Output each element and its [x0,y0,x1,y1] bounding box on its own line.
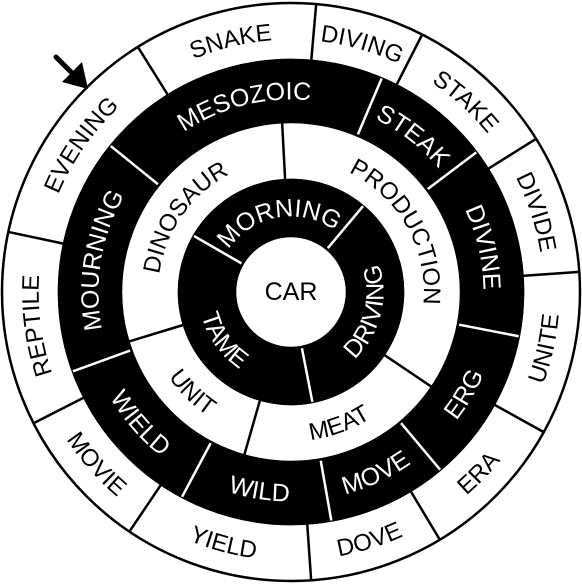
segment-divider [409,490,441,541]
segment-divider [356,77,383,137]
segment-divider [32,396,85,425]
segment-divider [280,122,287,181]
segment-divider [399,421,442,471]
segment-divider [426,151,478,191]
center-word: CAR [265,278,318,306]
segment-divider [522,270,580,278]
segment-divider [395,33,424,86]
segment-divider [457,323,519,338]
segment-divider [487,137,537,171]
segment-divider [128,323,185,343]
segment-divider [242,399,262,456]
segment-divider [72,348,132,373]
segment-divider [305,523,313,581]
segment-divider [326,205,364,250]
segment-divider [383,353,433,389]
segment-divider [300,346,314,403]
segment-divider [180,441,213,498]
arrow-icon [53,54,88,89]
segment-divider [493,403,545,434]
segment-divider [128,483,163,533]
segment-divider [193,234,244,266]
segment-divider [8,230,65,245]
segment-divider [109,145,160,186]
segment-divider [309,3,318,61]
center-circle [233,234,349,350]
segment-divider [319,459,333,521]
segment-divider [136,46,170,96]
